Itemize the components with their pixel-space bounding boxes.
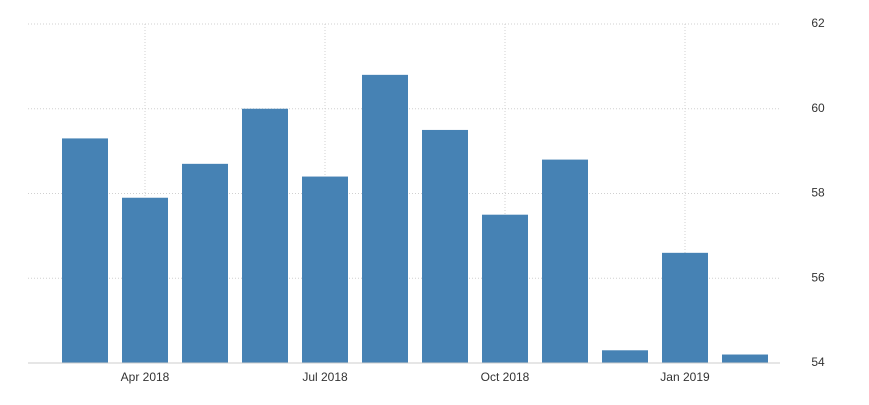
- y-tick-label: 58: [811, 186, 825, 200]
- y-tick-label: 54: [811, 355, 825, 369]
- bar: [542, 159, 588, 363]
- bar: [662, 252, 708, 363]
- bar: [242, 108, 288, 363]
- x-tick-label: Oct 2018: [481, 370, 530, 384]
- x-tick-label: Apr 2018: [121, 370, 170, 384]
- bar: [182, 163, 228, 363]
- y-tick-label: 60: [811, 101, 825, 115]
- bar: [482, 214, 528, 363]
- bar: [722, 354, 768, 363]
- bar: [362, 74, 408, 363]
- bar: [602, 350, 648, 363]
- x-tick-label: Jan 2019: [660, 370, 710, 384]
- bar: [122, 197, 168, 363]
- bar: [302, 176, 348, 363]
- y-tick-label: 62: [811, 16, 825, 30]
- x-tick-label: Jul 2018: [302, 370, 348, 384]
- bar: [62, 138, 108, 363]
- bar: [422, 129, 468, 363]
- y-tick-label: 56: [811, 270, 825, 284]
